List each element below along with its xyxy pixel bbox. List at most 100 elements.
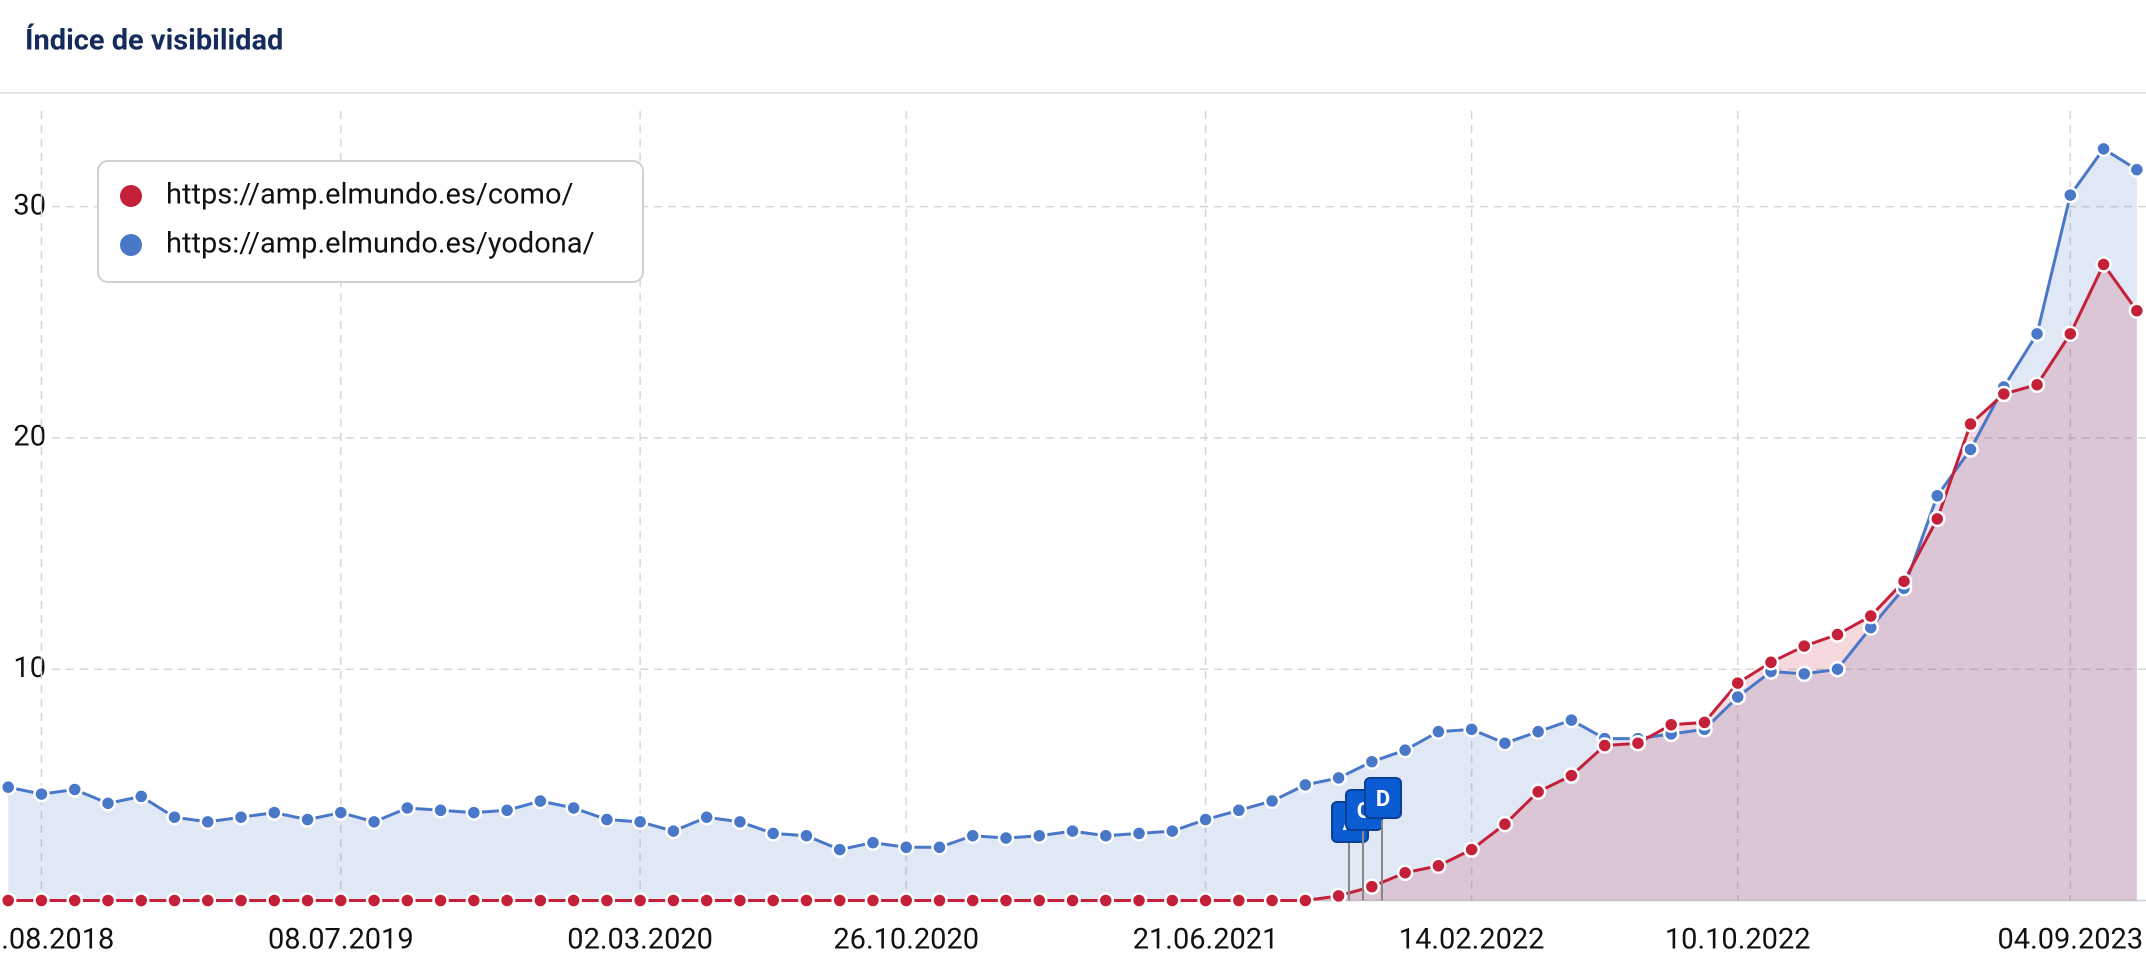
data-point <box>465 892 483 909</box>
data-point <box>864 834 882 851</box>
data-point <box>1962 441 1979 458</box>
data-point <box>399 799 416 817</box>
data-point <box>1064 892 1081 909</box>
data-point <box>1829 626 1846 643</box>
legend-label: https://amp.elmundo.es/yodona/ <box>166 227 595 261</box>
data-point <box>598 811 616 828</box>
data-point <box>598 892 616 909</box>
data-point <box>1463 841 1480 858</box>
data-point <box>631 813 649 831</box>
data-point <box>731 813 749 831</box>
data-point <box>1430 857 1447 875</box>
data-point <box>1929 487 1946 504</box>
data-point <box>33 892 50 909</box>
chart-title: Índice de visibilidad <box>25 23 283 58</box>
data-point <box>1097 892 1115 909</box>
x-tick-label: 04.09.2023 <box>1997 923 2143 957</box>
data-point <box>764 825 782 842</box>
plot <box>0 140 2146 909</box>
annotation-flag: D <box>1364 777 1402 901</box>
legend-marker <box>120 185 142 207</box>
data-point <box>99 892 117 909</box>
data-point <box>1430 723 1447 740</box>
data-point <box>432 892 449 909</box>
x-tick-label: 10.10.2022 <box>1665 923 1811 957</box>
data-point <box>0 892 17 909</box>
data-point <box>1629 734 1647 752</box>
data-point <box>1596 737 1613 754</box>
data-point <box>0 778 17 796</box>
data-point <box>99 795 117 812</box>
data-point <box>199 813 217 831</box>
data-point <box>1529 723 1547 740</box>
data-point <box>66 781 83 798</box>
data-point <box>931 839 948 856</box>
data-point <box>964 892 981 909</box>
data-point <box>299 892 316 909</box>
data-point <box>2062 325 2079 343</box>
data-point <box>1263 792 1281 810</box>
data-point <box>2028 376 2046 393</box>
data-point <box>1130 825 1148 842</box>
data-point <box>1330 769 1347 787</box>
data-point <box>299 811 316 828</box>
data-point <box>2095 256 2112 273</box>
data-point <box>2128 161 2146 178</box>
legend-marker <box>120 234 142 256</box>
data-point <box>1529 783 1547 801</box>
data-point <box>498 802 516 819</box>
data-point <box>1929 510 1946 528</box>
data-point <box>1795 637 1813 655</box>
data-point <box>2028 325 2046 343</box>
y-tick-label: 20 <box>13 420 46 454</box>
annotations: ACD <box>1331 777 1402 901</box>
data-point <box>1396 864 1414 881</box>
data-point <box>2095 140 2112 158</box>
data-point <box>1696 714 1713 731</box>
data-point <box>365 892 383 909</box>
data-point <box>532 792 549 810</box>
data-point <box>1795 665 1813 683</box>
x-tick-label: 14.02.2022 <box>1399 923 1545 957</box>
data-point <box>831 892 848 909</box>
data-point <box>465 804 483 821</box>
data-point <box>266 892 283 909</box>
legend-label: https://amp.elmundo.es/como/ <box>166 178 574 212</box>
data-point <box>1363 753 1381 770</box>
data-point <box>964 827 981 844</box>
data-point <box>764 892 782 909</box>
data-point <box>1895 573 1913 590</box>
data-point <box>1230 892 1248 909</box>
data-point <box>831 841 848 858</box>
y-tick-label: 10 <box>13 651 46 685</box>
data-point <box>266 804 283 821</box>
data-point <box>1031 892 1048 909</box>
data-point <box>931 892 948 909</box>
x-tick-label: 02.03.2020 <box>567 923 713 957</box>
data-point <box>665 892 682 909</box>
x-tick-label: 13.08.2018 <box>0 923 114 957</box>
data-point <box>698 808 715 826</box>
data-point <box>1363 878 1381 895</box>
data-point <box>166 808 183 826</box>
legend: https://amp.elmundo.es/como/https://amp.… <box>97 160 644 283</box>
data-point <box>997 892 1015 909</box>
data-point <box>1862 607 1880 625</box>
data-point <box>798 892 815 909</box>
data-point <box>1197 811 1214 828</box>
data-point <box>66 892 83 909</box>
data-point <box>1762 654 1780 671</box>
area <box>8 264 2137 901</box>
data-point <box>232 808 250 826</box>
data-point <box>1496 815 1514 833</box>
legend-box <box>97 160 644 283</box>
data-point <box>798 827 815 844</box>
data-point <box>897 892 915 909</box>
data-point <box>1463 721 1480 738</box>
data-point <box>232 892 250 909</box>
data-point <box>1729 674 1746 692</box>
data-point <box>332 892 350 909</box>
data-point <box>33 785 50 803</box>
data-point <box>1230 802 1248 819</box>
